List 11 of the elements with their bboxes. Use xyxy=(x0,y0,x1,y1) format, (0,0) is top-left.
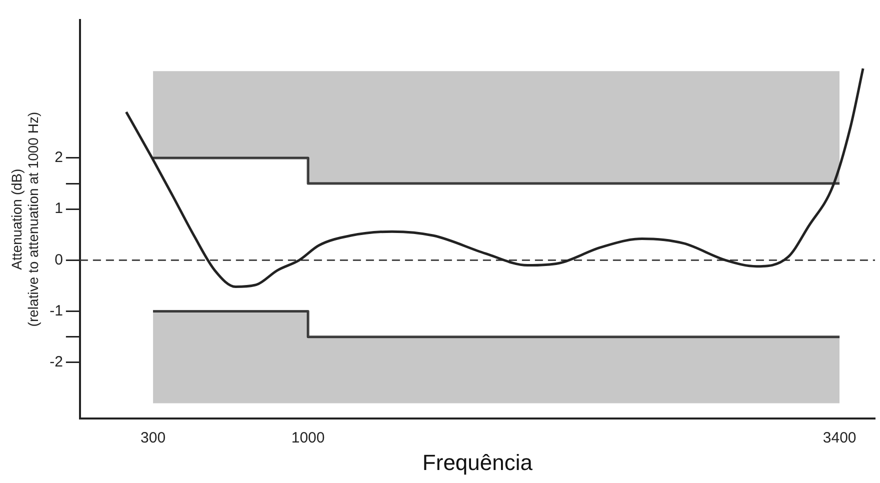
x-axis-title: Frequência xyxy=(422,450,534,475)
x-tick-label: 300 xyxy=(140,430,166,447)
y-tick-label: 1 xyxy=(54,200,63,218)
line-series xyxy=(124,67,864,288)
y-tick-label: -1 xyxy=(50,302,63,320)
x-tick-label: 1000 xyxy=(291,430,325,447)
y-tick-label: 0 xyxy=(54,251,63,268)
y-tick-label: 2 xyxy=(54,149,63,166)
x-tick-label: 3400 xyxy=(822,430,856,447)
y-axis-title: Attenuation (dB) (relative to attenuation at 1000 Hz) xyxy=(8,112,42,327)
y-tick-label: -2 xyxy=(50,354,63,371)
